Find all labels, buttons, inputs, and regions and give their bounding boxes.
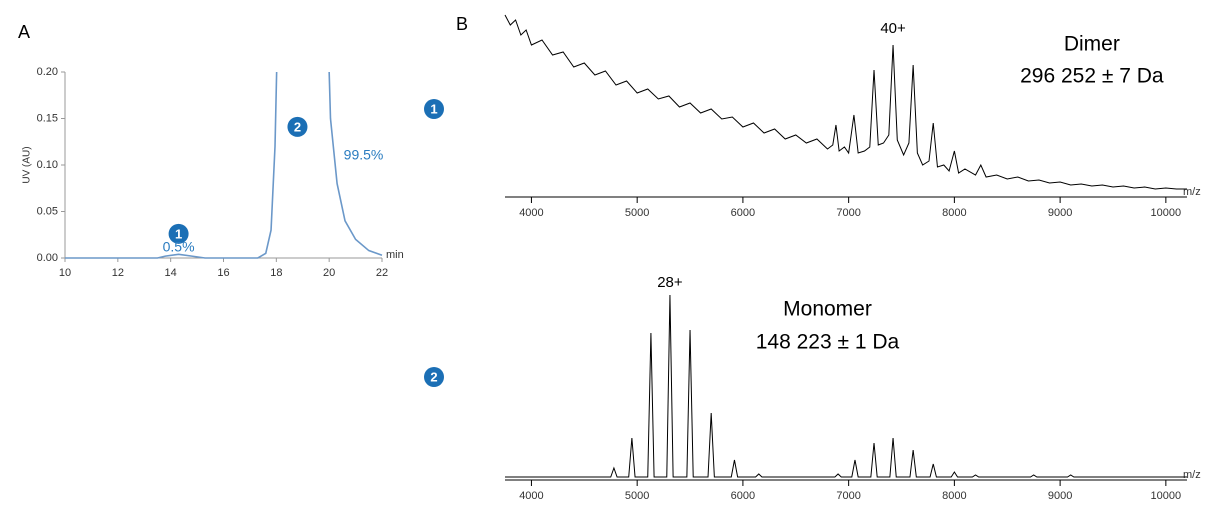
x-tick-label: 9000 [1048,207,1072,219]
marker-text: 1 [430,101,437,116]
x-tick-label: 5000 [625,207,649,219]
marker-badge: 1 [424,99,444,119]
x-tick-label: 6000 [731,207,755,219]
panel-label: A [18,22,30,42]
x-tick-label: 22 [376,267,388,279]
x-tick-label: 16 [217,267,229,279]
uv-trace [65,72,383,259]
species-label: 296 252 ± 7 Da [1020,65,1164,88]
species-label: Monomer [783,298,872,321]
y-tick-label: 0.15 [37,112,58,124]
x-tick-label: 10 [59,267,71,279]
x-tick-label: 10000 [1151,207,1182,219]
x-tick-label: 4000 [519,207,543,219]
peak-annotation: 99.5% [344,146,384,162]
panel-label: B [456,14,468,34]
x-tick-label: 7000 [836,490,860,502]
y-tick-label: 0.00 [37,252,58,264]
species-label: 148 223 ± 1 Da [756,331,900,354]
charge-label: 28+ [657,274,683,291]
marker-badge: 2 [424,367,444,387]
y-tick-label: 0.05 [37,205,58,217]
x-tick-label: 7000 [836,207,860,219]
species-label: Dimer [1064,33,1120,56]
y-axis-label: UV (AU) [22,146,33,183]
charge-label: 40+ [880,20,906,37]
x-tick-label: 5000 [625,490,649,502]
x-tick-label: 14 [165,267,177,279]
x-tick-label: 20 [323,267,335,279]
spectrum-trace [504,14,1187,190]
x-axis-label: m/z [1183,469,1201,481]
peak-badge-text: 1 [175,226,182,241]
x-tick-label: 4000 [519,490,543,502]
peak-annotation: 0.5% [163,238,195,254]
peak-badge-text: 2 [294,119,301,134]
x-tick-label: 12 [112,267,124,279]
x-tick-label: 9000 [1048,490,1072,502]
x-tick-label: 8000 [942,490,966,502]
marker-text: 2 [430,369,437,384]
x-tick-label: 8000 [942,207,966,219]
x-tick-label: 6000 [731,490,755,502]
spectrum-trace [505,294,1187,478]
x-axis-label: m/z [1183,186,1201,198]
x-tick-label: 18 [270,267,282,279]
peak-badge [168,223,189,244]
peak-badge [287,116,308,137]
y-tick-label: 0.10 [37,159,58,171]
x-tick-label: 10000 [1151,490,1182,502]
y-tick-label: 0.20 [37,66,58,78]
x-axis-label: min [386,249,404,261]
